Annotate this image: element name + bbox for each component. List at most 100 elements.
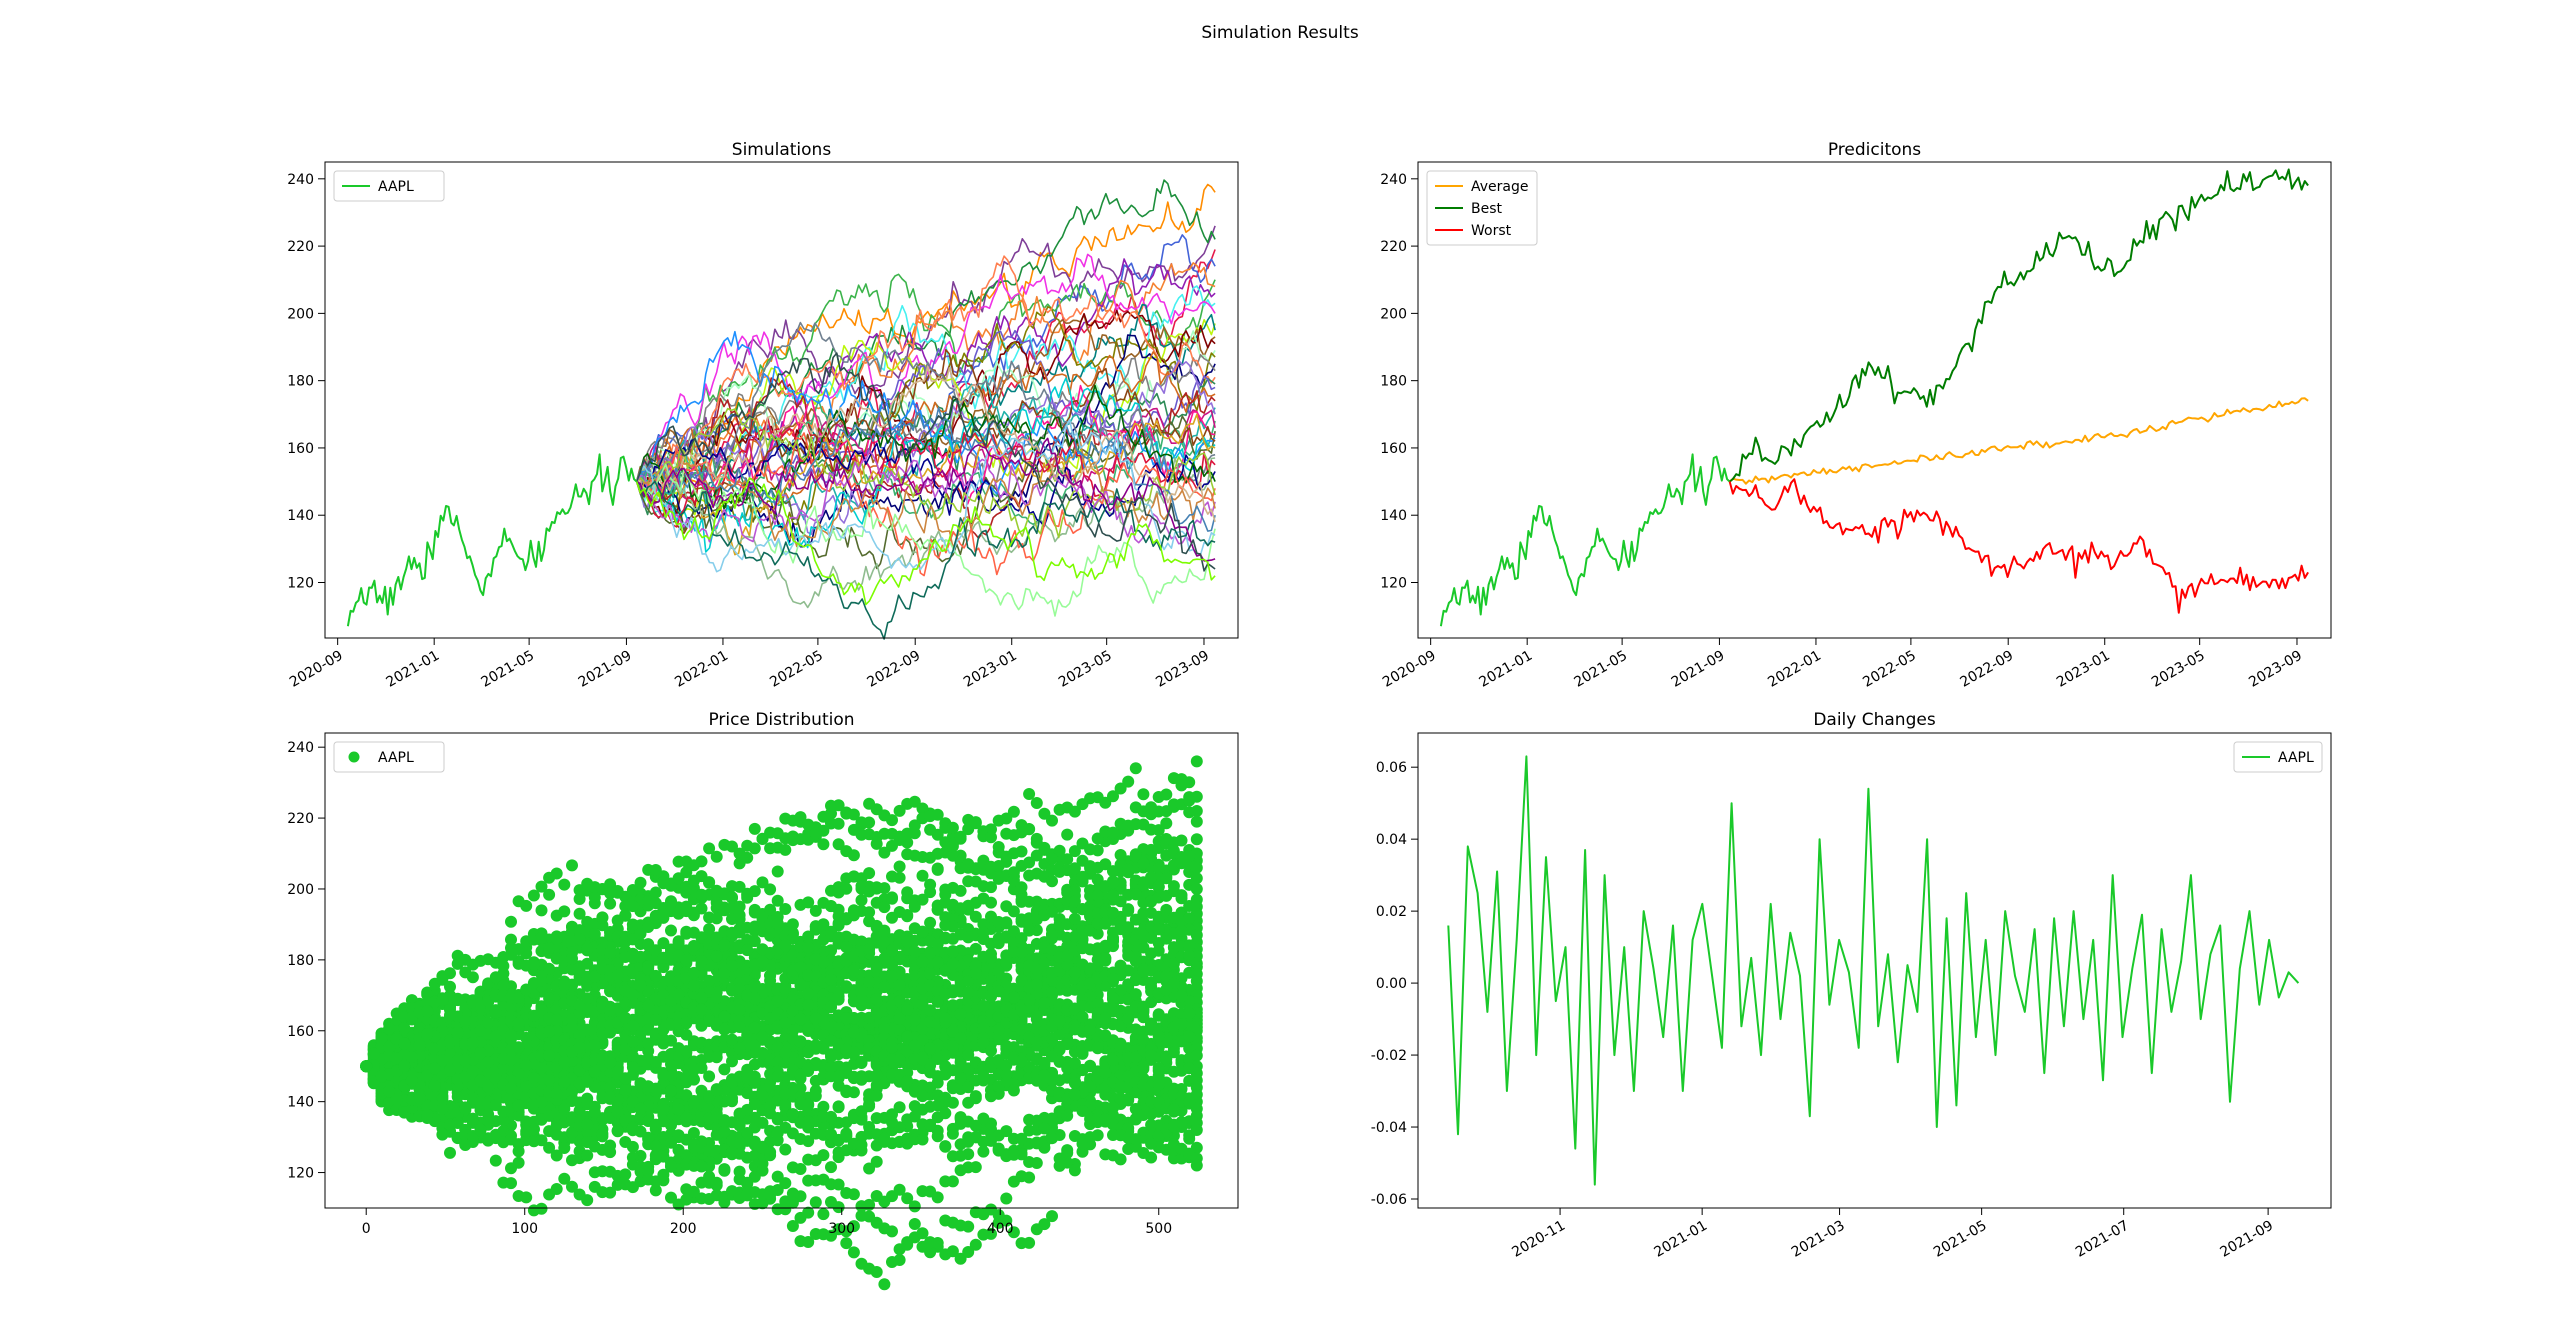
simulation-line — [636, 450, 1216, 545]
scatter-point — [543, 888, 556, 901]
scatter-point — [1107, 931, 1119, 944]
scatter-point — [703, 876, 716, 889]
scatter-point — [779, 1121, 792, 1134]
scatter-point — [1000, 957, 1013, 969]
scatter-point — [1030, 832, 1043, 845]
simulation-line — [635, 255, 1216, 482]
scatter-point — [733, 1119, 746, 1132]
best-line — [1729, 168, 2309, 483]
worst-line — [1728, 478, 2309, 614]
scatter-point — [733, 909, 746, 922]
scatter-point — [741, 1127, 754, 1139]
simulation-line — [635, 314, 1216, 482]
scatter-point — [817, 1100, 830, 1113]
scatter-point — [1068, 845, 1081, 858]
scatter-point — [916, 893, 929, 906]
scatter-point — [779, 982, 792, 995]
scatter-point — [1007, 866, 1020, 879]
scatter-point — [1015, 895, 1028, 908]
scatter-point — [863, 943, 876, 956]
scatter-point — [1107, 790, 1119, 803]
scatter-point — [1076, 942, 1089, 955]
scatter-point — [1099, 917, 1112, 930]
scatter-point — [825, 900, 837, 912]
scatter-point — [832, 838, 845, 851]
scatter-point — [1007, 1084, 1020, 1097]
scatter-point — [619, 1136, 632, 1148]
scatter-point — [588, 970, 601, 983]
x-tick-label: 2021-01 — [1477, 648, 1536, 691]
scatter-point — [1091, 1041, 1104, 1054]
scatter-point — [558, 978, 571, 991]
scatter-point — [779, 1046, 792, 1059]
scatter-point — [946, 945, 959, 958]
scatter-point — [931, 847, 944, 860]
scatter-point — [1084, 843, 1097, 856]
scatter-point — [520, 899, 533, 912]
scatter-point — [1061, 1038, 1074, 1051]
scatter-point — [566, 1086, 578, 1099]
scatter-point — [985, 831, 997, 844]
scatter-point — [733, 900, 746, 913]
scatter-point — [969, 1092, 982, 1105]
scatter-point — [946, 999, 959, 1012]
scatter-point — [908, 1110, 921, 1123]
scatter-point — [451, 957, 464, 970]
scatter-point — [543, 1025, 556, 1038]
scatter-point — [733, 1021, 746, 1033]
scatter-point — [1122, 1012, 1135, 1025]
scatter-point — [878, 901, 891, 914]
y-tick-label: 180 — [1380, 374, 1407, 390]
scatter-point — [840, 941, 853, 954]
scatter-point — [969, 967, 982, 980]
scatter-point — [985, 951, 997, 964]
scatter-point — [497, 1114, 510, 1127]
x-tick-label: 2022-09 — [1958, 648, 2017, 691]
scatter-point — [489, 971, 502, 984]
scatter-point — [1023, 823, 1036, 836]
scatter-point — [878, 935, 891, 948]
x-tick-label: 2021-09 — [1669, 648, 1728, 691]
scatter-point — [718, 904, 731, 917]
scatter-point — [741, 851, 754, 864]
scatter-point — [771, 827, 784, 840]
scatter-point — [1114, 984, 1127, 997]
scatter-point — [695, 855, 708, 868]
simulation-line — [635, 377, 1216, 516]
axes-frame — [324, 161, 1239, 639]
scatter-point — [1190, 861, 1203, 874]
scatter-point — [748, 842, 761, 855]
scatter-point — [886, 839, 898, 852]
scatter-point — [611, 886, 624, 899]
scatter-point — [588, 891, 601, 904]
scatter-point — [649, 1149, 662, 1162]
x-tick-label: 2023-05 — [2149, 648, 2208, 691]
scatter-point — [924, 823, 937, 836]
scatter-point — [687, 966, 700, 979]
scatter-point — [825, 1110, 837, 1123]
y-tick-label: 180 — [287, 374, 314, 390]
scatter-point — [1145, 931, 1158, 944]
scatter-point — [1084, 1059, 1097, 1072]
scatter-point — [802, 941, 815, 954]
x-tick-label: 2023-01 — [2054, 648, 2113, 691]
scatter-point — [1015, 974, 1028, 987]
scatter-point — [1046, 1032, 1058, 1045]
scatter-point — [634, 927, 647, 940]
scatter-point — [954, 1008, 967, 1021]
scatter-point — [451, 1090, 464, 1103]
scatter-point — [680, 1045, 693, 1058]
scatter-point — [946, 1040, 959, 1052]
scatter-point — [642, 921, 655, 933]
scatter-point — [893, 804, 906, 817]
scatter-point — [543, 942, 556, 955]
scatter-point — [535, 880, 548, 893]
scatter-point — [794, 1013, 807, 1026]
scatter-point — [1160, 903, 1173, 916]
scatter-point — [710, 950, 723, 963]
scatter-point — [847, 849, 860, 862]
simulation-line — [636, 407, 1216, 539]
scatter-point — [1129, 762, 1142, 775]
scatter-point — [642, 1000, 655, 1012]
